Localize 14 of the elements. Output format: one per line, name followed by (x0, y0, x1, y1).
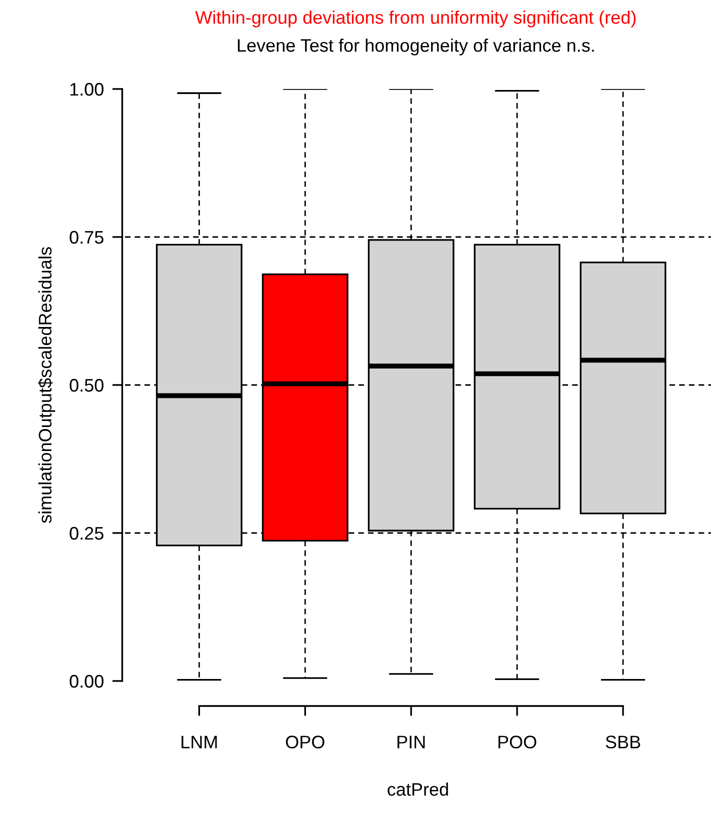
x-tick-label: PIN (398, 736, 425, 748)
y-tick-label: 0.00 (70, 674, 104, 688)
x-tick-label: POO (498, 736, 536, 748)
y-tick-label: 0.25 (70, 526, 104, 540)
y-tick-label: 0.50 (70, 378, 104, 392)
y-tick-label: 0.75 (70, 230, 104, 244)
x-tick-label: OPO (286, 736, 324, 748)
y-axis-title: simulationOutput$scaledResiduals (38, 247, 56, 523)
x-tick-label: SBB (606, 736, 640, 748)
y-tick-label: 1.00 (70, 82, 104, 96)
chart-title: Within-group deviations from uniformity significant (red) (195, 10, 636, 28)
x-tick-label: LNM (182, 736, 217, 748)
chart-subtitle: Levene Test for homogeneity of variance n.s. (238, 38, 594, 56)
x-axis-title: catPred (388, 782, 448, 796)
